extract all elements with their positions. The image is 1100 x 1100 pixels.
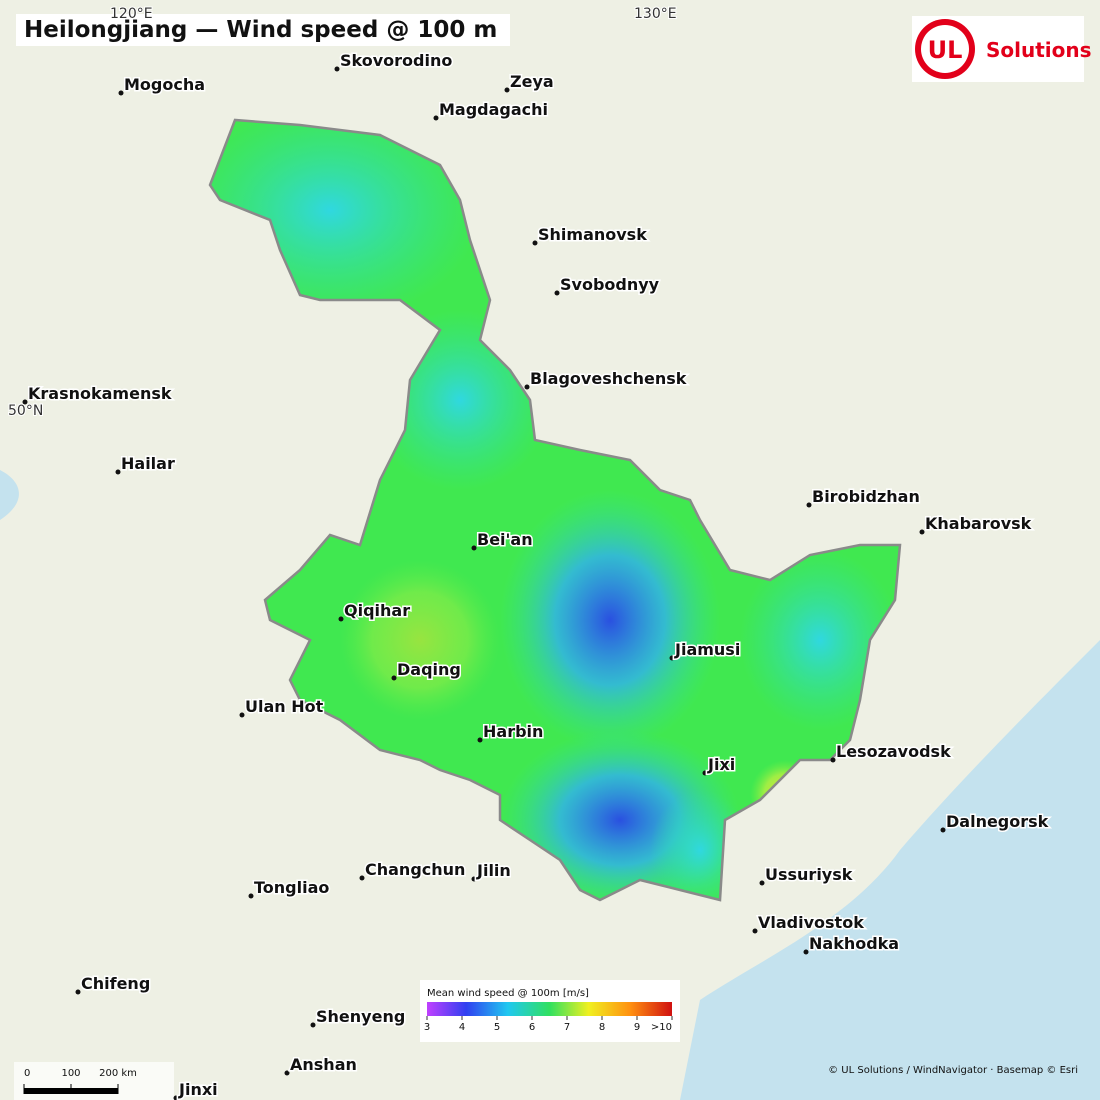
city-dot [115,469,121,475]
city-label: Krasnokamensk [28,384,172,403]
city-label: Tongliao [254,878,329,897]
city-dot [433,115,439,121]
logo-text: Solutions [986,38,1092,62]
city-label: Changchun [365,860,465,879]
city-label: Shimanovsk [538,225,647,244]
city-dot [940,827,946,833]
city-dot [391,675,397,681]
city-label: Svobodnyy [560,275,660,294]
city-dot [752,928,758,934]
city-dot [806,502,812,508]
city-label: Nakhodka [809,934,899,953]
city-label: Birobidzhan [812,487,920,506]
city-label: Mogocha [124,75,205,94]
graticule-label: 130°E [634,6,677,22]
city-dot [334,66,340,72]
city-dot [248,893,254,899]
city-label: Jiamusi [674,640,740,659]
city-label: Hailar [121,454,175,473]
lake [0,470,19,520]
scale-label: 0 [24,1068,30,1079]
legend-tick-label: >10 [651,1022,672,1033]
city-label: Zeya [510,72,554,91]
city-label: Ussuriysk [765,865,853,884]
city-label: Dalnegorsk [946,812,1049,831]
title: Heilongjiang — Wind speed @ 100 m [24,17,497,43]
city-label: Lesozavodsk [836,742,951,761]
legend-colorbar [427,1002,672,1016]
city-dot [702,770,708,776]
city-label: Skovorodino [340,51,452,70]
graticule-label: 120°E [110,6,153,22]
city-label: Anshan [290,1055,357,1074]
city-label: Vladivostok [758,913,864,932]
scale-label: 100 [61,1068,80,1079]
city-label: Shenyeng [316,1007,405,1026]
logo-ring [921,25,969,73]
city-label: Daqing [397,660,461,679]
attribution: © UL Solutions / WindNavigator · Basemap… [828,1065,1078,1076]
legend-tick-label: 6 [529,1022,535,1033]
city-dot [504,87,510,93]
city-dot [524,384,530,390]
legend-tick-label: 8 [599,1022,605,1033]
city-dot [532,240,538,246]
city-dot [310,1022,316,1028]
city-dot [338,616,344,622]
legend-tick-label: 5 [494,1022,500,1033]
city-label: Jinxi [178,1080,218,1099]
city-dot [75,989,81,995]
graticule-label: 50°N [8,403,43,419]
city-label: Harbin [483,722,543,741]
city-dot [284,1070,290,1076]
city-dot [118,90,124,96]
city-label: Bei'an [477,530,533,549]
scale-label: 200 km [99,1068,137,1079]
city-dot [471,545,477,551]
city-label: Ulan Hot [245,697,324,716]
city-label: Qiqihar [344,601,410,620]
legend-title: Mean wind speed @ 100m [m/s] [427,988,589,999]
city-dot [803,949,809,955]
city-label: Magdagachi [439,100,548,119]
city-label: Jixi [707,755,735,774]
city-dot [554,290,560,296]
city-dot [173,1095,179,1100]
city-dot [359,875,365,881]
city-dot [669,655,675,661]
city-dot [759,880,765,886]
legend-tick-label: 4 [459,1022,465,1033]
city-label: Khabarovsk [925,514,1032,533]
logo: UL Solutions [912,16,1092,82]
scale-box [14,1062,174,1100]
city-dot [239,712,245,718]
legend-tick-label: 7 [564,1022,570,1033]
sea [680,640,1100,1100]
city-dot [477,737,483,743]
city-dot [471,876,477,882]
city-dot [22,399,28,405]
city-dot [919,529,925,535]
city-label: Chifeng [81,974,150,993]
logo-mark: UL [928,36,963,64]
legend-tick-label: 3 [424,1022,430,1033]
city-label: Blagoveshchensk [530,369,687,388]
title-box [16,14,510,46]
city-dot [830,757,836,763]
city-label: Jilin [476,861,511,880]
legend-tick-label: 9 [634,1022,640,1033]
